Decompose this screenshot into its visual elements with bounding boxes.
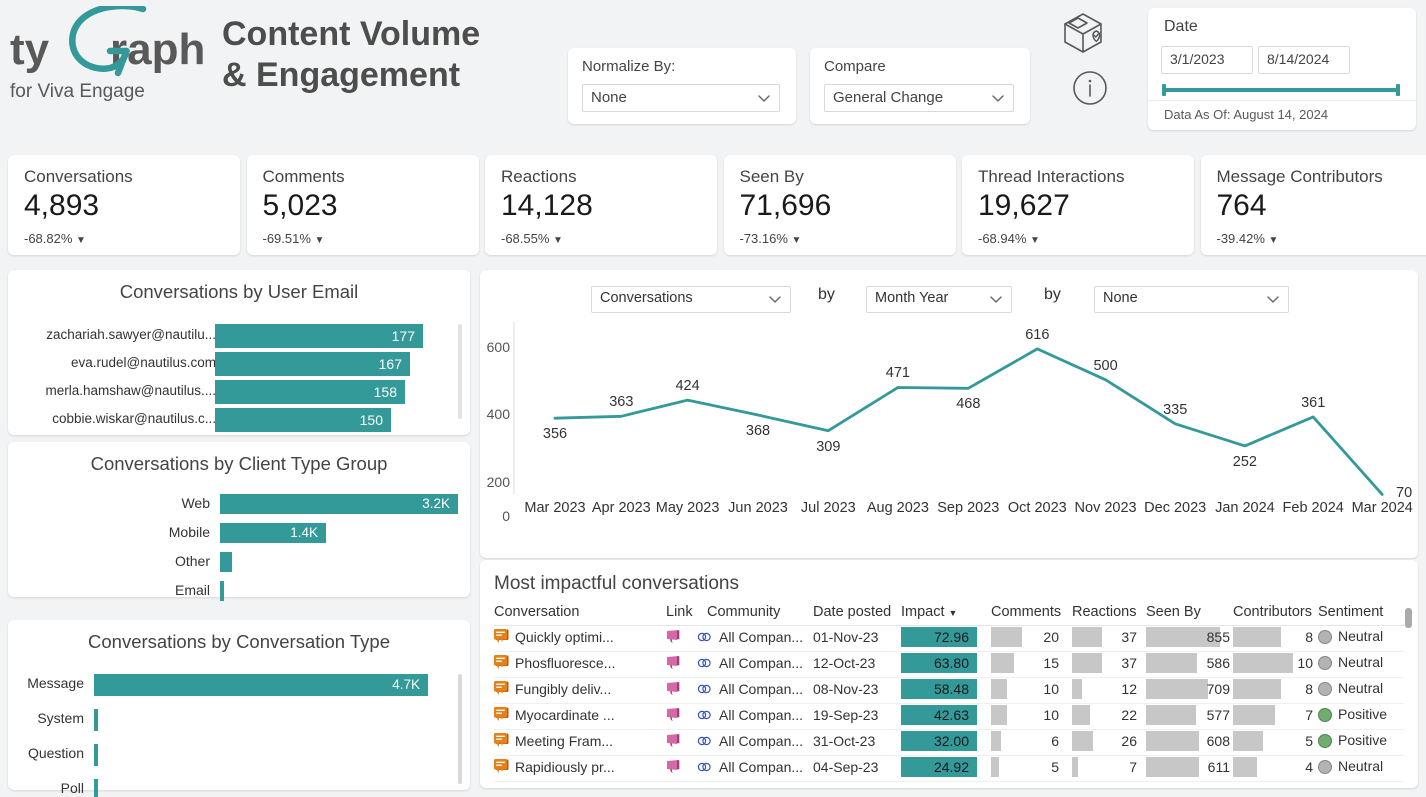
svg-text:368: 368 <box>746 423 770 439</box>
svg-text:Dec 2023: Dec 2023 <box>1144 500 1206 516</box>
svg-text:70: 70 <box>1396 485 1412 501</box>
svg-text:May 2023: May 2023 <box>656 500 720 516</box>
svg-text:Apr 2023: Apr 2023 <box>592 500 651 516</box>
svg-text:0: 0 <box>502 508 510 524</box>
svg-text:468: 468 <box>956 396 980 412</box>
svg-text:Jan 2024: Jan 2024 <box>1215 500 1275 516</box>
svg-text:616: 616 <box>1025 327 1049 343</box>
svg-text:500: 500 <box>1093 358 1117 374</box>
svg-text:Nov 2023: Nov 2023 <box>1075 500 1137 516</box>
svg-text:Jul 2023: Jul 2023 <box>801 500 856 516</box>
svg-text:471: 471 <box>886 365 910 381</box>
svg-text:361: 361 <box>1301 395 1325 411</box>
svg-text:363: 363 <box>609 394 633 410</box>
svg-text:Aug 2023: Aug 2023 <box>867 500 929 516</box>
svg-text:356: 356 <box>543 426 567 442</box>
svg-text:335: 335 <box>1163 402 1187 418</box>
svg-text:309: 309 <box>816 439 840 455</box>
svg-text:Sep 2023: Sep 2023 <box>937 500 999 516</box>
svg-text:600: 600 <box>487 339 511 355</box>
svg-text:424: 424 <box>675 378 699 394</box>
svg-text:Mar 2023: Mar 2023 <box>524 500 585 516</box>
svg-text:200: 200 <box>487 474 511 490</box>
svg-text:ty: ty <box>10 25 50 74</box>
svg-text:Feb 2024: Feb 2024 <box>1283 500 1344 516</box>
svg-text:400: 400 <box>487 406 511 422</box>
svg-text:Oct 2023: Oct 2023 <box>1008 500 1067 516</box>
svg-text:Jun 2023: Jun 2023 <box>728 500 788 516</box>
svg-text:Mar 2024: Mar 2024 <box>1352 500 1413 516</box>
svg-text:252: 252 <box>1233 454 1257 470</box>
